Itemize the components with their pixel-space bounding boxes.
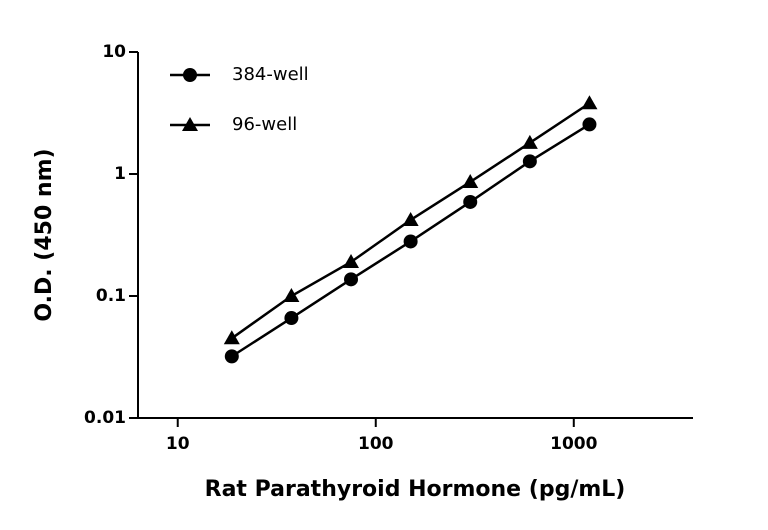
marker — [402, 211, 419, 226]
y-tick-label: 1 — [114, 164, 126, 184]
x-tick-label: 1000 — [550, 434, 597, 454]
marker — [224, 349, 239, 364]
marker — [463, 194, 478, 209]
marker — [283, 288, 300, 302]
marker — [344, 272, 359, 287]
marker — [284, 311, 299, 326]
marker — [522, 154, 537, 169]
legend-label: 96-well — [232, 114, 297, 135]
marker — [462, 173, 479, 188]
marker — [223, 330, 240, 345]
marker — [581, 95, 598, 110]
marker — [403, 234, 418, 249]
marker — [183, 68, 197, 82]
legend-label: 384-well — [232, 64, 309, 85]
y-tick-label: 0.01 — [84, 408, 126, 428]
marker — [521, 134, 538, 149]
x-tick-label: 10 — [166, 434, 190, 454]
y-tick-label: 10 — [102, 42, 126, 62]
marker — [582, 117, 597, 132]
x-tick-label: 100 — [358, 434, 394, 454]
x-axis-label: Rat Parathyroid Hormone (pg/mL) — [205, 477, 626, 502]
marker — [343, 253, 360, 268]
marker — [182, 117, 198, 131]
y-axis-label: O.D. (450 nm) — [32, 148, 57, 321]
y-tick-label: 0.1 — [96, 286, 126, 306]
